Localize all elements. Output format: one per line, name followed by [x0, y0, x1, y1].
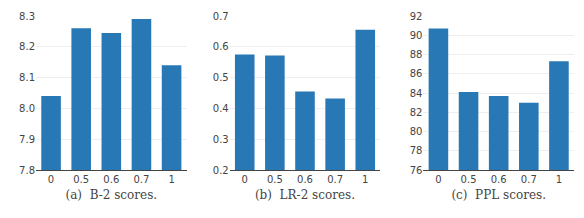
svg-text:0.6: 0.6 — [103, 174, 119, 185]
svg-text:76: 76 — [410, 165, 423, 176]
svg-text:(a) B-2 scores.: (a) B-2 scores. — [66, 188, 158, 202]
svg-text:0.7: 0.7 — [133, 174, 149, 185]
svg-text:(c) PPL scores.: (c) PPL scores. — [451, 188, 546, 202]
svg-text:0.5: 0.5 — [461, 174, 477, 185]
svg-text:7.9: 7.9 — [19, 134, 35, 145]
svg-text:0.5: 0.5 — [267, 174, 283, 185]
svg-text:8.1: 8.1 — [19, 72, 35, 83]
svg-text:1: 1 — [168, 174, 174, 185]
svg-text:90: 90 — [410, 30, 423, 41]
svg-text:0.6: 0.6 — [491, 174, 507, 185]
svg-text:0.7: 0.7 — [327, 174, 343, 185]
svg-text:(b) LR-2 scores.: (b) LR-2 scores. — [255, 188, 355, 202]
svg-text:7.8: 7.8 — [19, 165, 35, 176]
svg-text:0.3: 0.3 — [213, 134, 229, 145]
svg-text:88: 88 — [410, 49, 423, 60]
svg-text:1: 1 — [362, 174, 368, 185]
svg-text:8.2: 8.2 — [19, 41, 35, 52]
svg-text:82: 82 — [410, 107, 423, 118]
svg-text:80: 80 — [410, 126, 423, 137]
svg-text:0.5: 0.5 — [73, 174, 89, 185]
svg-text:0.6: 0.6 — [213, 41, 229, 52]
svg-text:0.4: 0.4 — [213, 103, 229, 114]
svg-text:0: 0 — [48, 174, 54, 185]
svg-text:86: 86 — [410, 68, 423, 79]
svg-text:84: 84 — [410, 88, 423, 99]
svg-text:0.5: 0.5 — [213, 72, 229, 83]
svg-text:8.3: 8.3 — [19, 11, 35, 22]
svg-text:0.7: 0.7 — [521, 174, 537, 185]
svg-text:0.2: 0.2 — [213, 165, 229, 176]
svg-text:1: 1 — [556, 174, 562, 185]
svg-text:92: 92 — [410, 11, 423, 22]
svg-text:0: 0 — [242, 174, 248, 185]
svg-text:8.0: 8.0 — [19, 103, 35, 114]
svg-text:78: 78 — [410, 145, 423, 156]
svg-text:0.7: 0.7 — [213, 11, 229, 22]
svg-text:0.6: 0.6 — [297, 174, 313, 185]
svg-text:0: 0 — [435, 174, 441, 185]
